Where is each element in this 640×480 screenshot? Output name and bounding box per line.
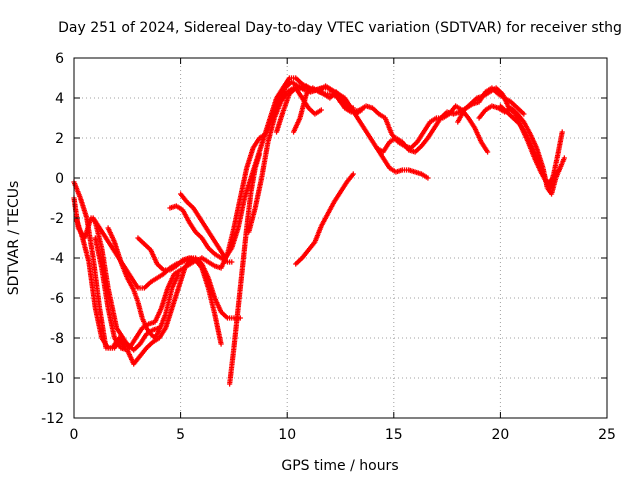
x-tick-label: 15	[385, 427, 403, 443]
y-tick-label: -4	[50, 251, 64, 267]
y-tick-label: -10	[41, 371, 64, 387]
y-tick-label: 4	[55, 91, 64, 107]
series-arc7	[135, 235, 224, 347]
grid-lines	[74, 58, 607, 418]
plot-frame	[73, 57, 608, 419]
data-point	[485, 149, 491, 155]
y-tick-label: -2	[50, 211, 64, 227]
series-arc20	[497, 103, 565, 191]
data-point	[229, 259, 235, 265]
x-axis-label: GPS time / hours	[281, 458, 398, 474]
x-tick-label: 5	[176, 427, 185, 443]
y-tick-label: 2	[55, 131, 64, 147]
axis-ticks	[73, 57, 608, 419]
y-tick-label: 6	[55, 51, 64, 67]
data-point	[425, 175, 431, 181]
data-point	[256, 151, 263, 157]
y-tick-label: -6	[50, 291, 64, 307]
data-point	[521, 111, 527, 117]
y-tick-label: 0	[55, 171, 64, 187]
x-tick-label: 0	[70, 427, 79, 443]
y-axis-label: SDTVAR / TECUs	[6, 181, 22, 296]
x-tick-label: 20	[491, 427, 509, 443]
series-arc14	[290, 85, 354, 135]
x-tick-label: 10	[278, 427, 296, 443]
data-point	[175, 271, 182, 277]
data-point	[561, 155, 567, 161]
data-point	[218, 341, 224, 347]
data-marks	[71, 75, 567, 387]
y-tick-label: -12	[41, 411, 64, 427]
series-arc15	[293, 171, 356, 267]
data-point	[318, 107, 324, 113]
y-tick-label: -8	[50, 331, 64, 347]
data-point	[559, 129, 565, 135]
series-arc8	[167, 203, 235, 265]
data-point	[350, 171, 356, 177]
series-arc11	[227, 151, 263, 387]
x-tick-label: 25	[598, 427, 616, 443]
chart-title: Day 251 of 2024, Sidereal Day-to-day VTE…	[58, 20, 622, 36]
tick-labels: 0 5 10 15 20 25 -12 -10 -8 -6 -4 -2 0 2 4 6	[41, 51, 616, 443]
